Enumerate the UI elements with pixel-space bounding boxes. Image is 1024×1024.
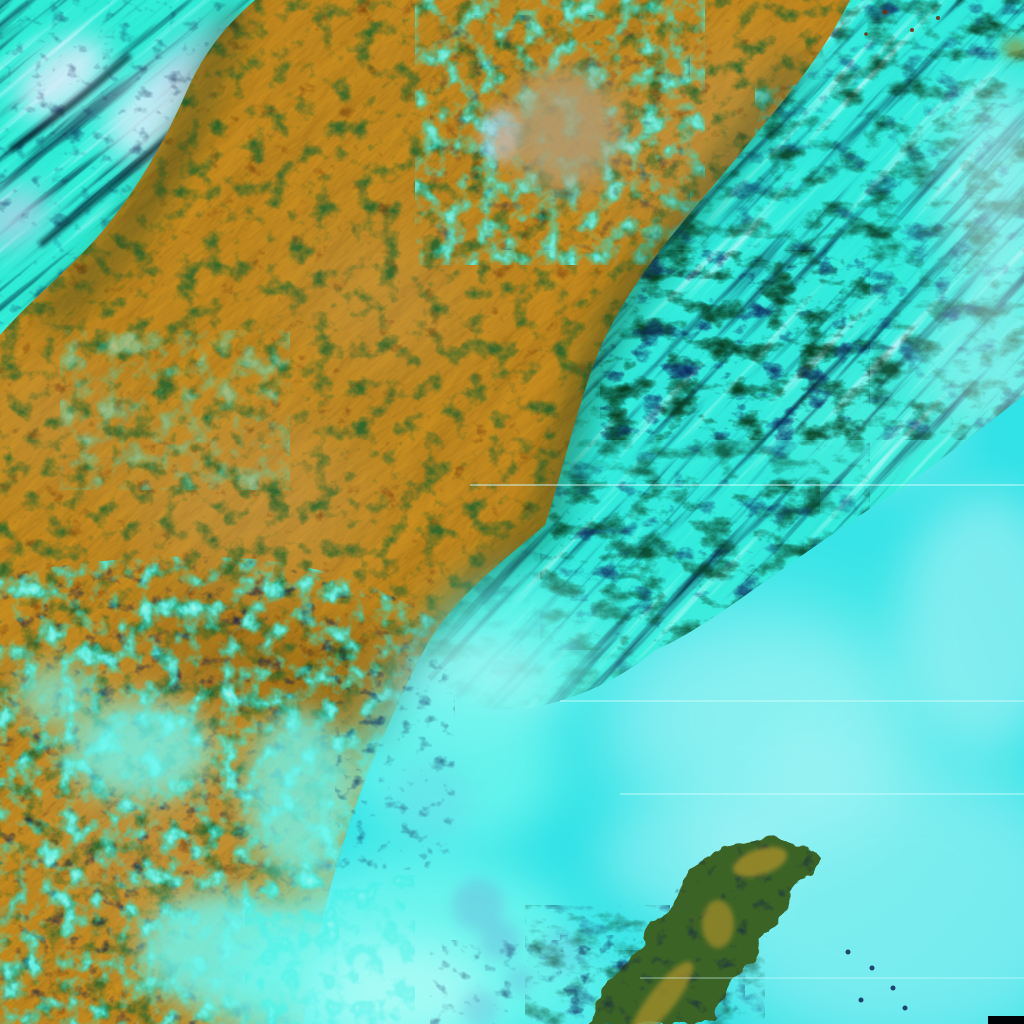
ring-lavender-patch <box>480 107 520 163</box>
cloud-pale-patch <box>700 755 1024 1024</box>
red-terrain-speck <box>882 9 888 15</box>
red-terrain-speck <box>910 28 914 32</box>
dark-cloud-streak <box>8 52 133 153</box>
terrain-speck <box>890 985 896 991</box>
corner-data-gap-artifact <box>988 1016 1024 1024</box>
blue-ice-blob <box>506 966 534 994</box>
terrain-speck <box>845 949 851 955</box>
fringe-segment <box>532 240 673 530</box>
boundary-vegetation-fringe <box>37 4 808 754</box>
scanline-artifact <box>470 484 1024 486</box>
cloud-pale-patch <box>900 490 1024 750</box>
cumulus-bright-cluster <box>17 665 93 725</box>
blue-ice-blob <box>452 879 504 931</box>
top-cloud-ring <box>415 0 705 265</box>
cloud-pale-patch <box>920 280 1024 440</box>
fringe-segment <box>654 53 808 255</box>
fringe-segment <box>37 4 251 330</box>
terrain-speck <box>902 1005 908 1011</box>
terrain-speck <box>869 965 875 971</box>
cumulus-bright-cluster <box>245 710 355 880</box>
island-olive-patch <box>702 900 734 948</box>
terrain-speck <box>858 997 864 1003</box>
blue-ice-blob <box>480 920 520 960</box>
blue-ice-blob <box>390 760 470 840</box>
cumulus-bright-cluster <box>68 700 212 800</box>
corner-land-fragment <box>1002 38 1024 58</box>
scanline-artifact <box>640 977 1024 979</box>
island-olive-patch <box>630 961 694 1024</box>
island-olive-patch <box>733 846 787 878</box>
red-terrain-speck <box>864 32 868 36</box>
ring-clear-center <box>507 68 623 192</box>
blue-ice-blob <box>462 990 498 1024</box>
scanline-artifact <box>620 793 1024 795</box>
scanline-artifacts <box>470 484 1024 979</box>
red-terrain-speck <box>936 16 940 20</box>
wedge-cloud-speckle <box>245 875 415 1024</box>
scanline-artifact <box>560 700 1024 702</box>
cloud-pale-patch <box>940 80 1024 300</box>
sparse-cloud-speckle <box>60 330 290 490</box>
